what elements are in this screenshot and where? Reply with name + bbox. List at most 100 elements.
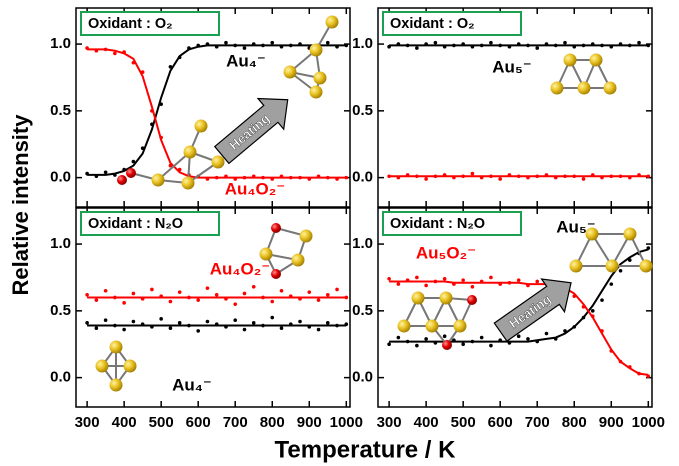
y-tick-label: 0.5 [352, 102, 373, 119]
y-tick-label: 1.0 [50, 235, 71, 252]
x-tick-label: 600 [488, 414, 513, 431]
cluster-atom [440, 292, 453, 305]
data-point [122, 301, 126, 305]
data-point [215, 293, 219, 297]
cluster-atom [292, 254, 305, 267]
data-point [600, 298, 604, 302]
oxidant-label: Oxidant : O₂ [88, 16, 173, 32]
data-point [317, 298, 321, 302]
cluster-atom [398, 320, 411, 333]
x-tick-label: 300 [377, 414, 402, 431]
x-tick-label: 700 [525, 414, 550, 431]
cluster-atom [412, 292, 425, 305]
data-point [424, 337, 428, 341]
cluster-atom [300, 230, 313, 243]
cluster-atom [271, 223, 281, 233]
cluster-atom [110, 341, 123, 354]
data-point [169, 300, 173, 304]
data-point [489, 344, 493, 348]
cluster-atom [212, 156, 225, 169]
cluster-atom [110, 379, 123, 392]
y-tick-label: 0.0 [352, 169, 373, 186]
x-tick-label: 900 [599, 414, 624, 431]
cluster-atom [184, 146, 197, 159]
data-point [461, 342, 465, 346]
oxidant-label: Oxidant : O₂ [390, 16, 475, 32]
series-label: Au₅⁻ [492, 57, 531, 76]
y-tick-label: 1.0 [50, 35, 71, 52]
data-point [443, 277, 447, 281]
data-point [252, 285, 256, 289]
data-point [387, 277, 391, 281]
data-point [415, 344, 419, 348]
data-point [387, 342, 391, 346]
data-point [326, 293, 330, 297]
data-point [535, 280, 539, 284]
data-point [243, 46, 247, 50]
cluster-atom [117, 175, 127, 185]
data-point [132, 320, 136, 324]
data-point [196, 329, 200, 333]
data-point [307, 290, 311, 294]
data-point [326, 321, 330, 325]
data-point [113, 52, 117, 56]
data-point [206, 320, 210, 324]
data-point [591, 309, 595, 313]
data-point [582, 177, 586, 181]
data-point [85, 293, 89, 297]
y-tick-label: 0.0 [50, 169, 71, 186]
cluster-atom [271, 269, 281, 279]
cluster-atom [314, 72, 327, 85]
cluster-atom [96, 360, 109, 373]
data-point [415, 276, 419, 280]
data-point [526, 337, 530, 341]
series-label: Au₄⁻ [226, 51, 266, 70]
data-point [150, 288, 154, 292]
cluster-atom [426, 320, 439, 333]
data-point [545, 332, 549, 336]
x-tick-label: 400 [112, 414, 137, 431]
cluster-atom [326, 16, 339, 29]
cluster-atom [606, 260, 619, 273]
x-tick-label: 1000 [632, 414, 665, 431]
cluster-atom [126, 168, 136, 178]
plot-frame [378, 208, 652, 407]
panel: 0.0 0.5 1.0 Au₅⁻ Oxidant : O₂ [352, 8, 652, 207]
data-point [498, 177, 502, 181]
y-tick-label: 1.0 [352, 35, 373, 52]
data-point [233, 318, 237, 322]
x-tick-label: 1000 [330, 414, 363, 431]
series-label: Au₄O₂⁻ [210, 259, 271, 278]
data-point [122, 328, 126, 332]
cluster-atom [152, 174, 165, 187]
data-point [480, 336, 484, 340]
data-point [104, 170, 108, 174]
data-point [609, 282, 613, 286]
x-tick-label: 300 [75, 414, 100, 431]
data-point [206, 286, 210, 290]
cluster-atom [564, 54, 577, 67]
series-label: Au₅O₂⁻ [416, 243, 476, 262]
data-point [95, 326, 99, 330]
data-point [517, 278, 521, 282]
data-point [489, 41, 493, 45]
data-point [471, 285, 475, 289]
cluster-atom [570, 260, 583, 273]
cluster-atom [310, 44, 323, 57]
data-point [132, 292, 136, 296]
cluster-atom [590, 54, 603, 67]
data-point [104, 289, 108, 293]
cluster-atom [195, 120, 208, 133]
data-point [461, 278, 465, 282]
data-point [335, 288, 339, 292]
data-point [443, 334, 447, 338]
data-point [270, 300, 274, 304]
figure: Relative intensity Temperature / K 0.00.… [0, 0, 679, 466]
data-point [397, 282, 401, 286]
data-point [85, 321, 89, 325]
data-point [424, 177, 428, 181]
data-point [159, 317, 163, 321]
cluster-atom [551, 82, 564, 95]
data-point [252, 321, 256, 325]
